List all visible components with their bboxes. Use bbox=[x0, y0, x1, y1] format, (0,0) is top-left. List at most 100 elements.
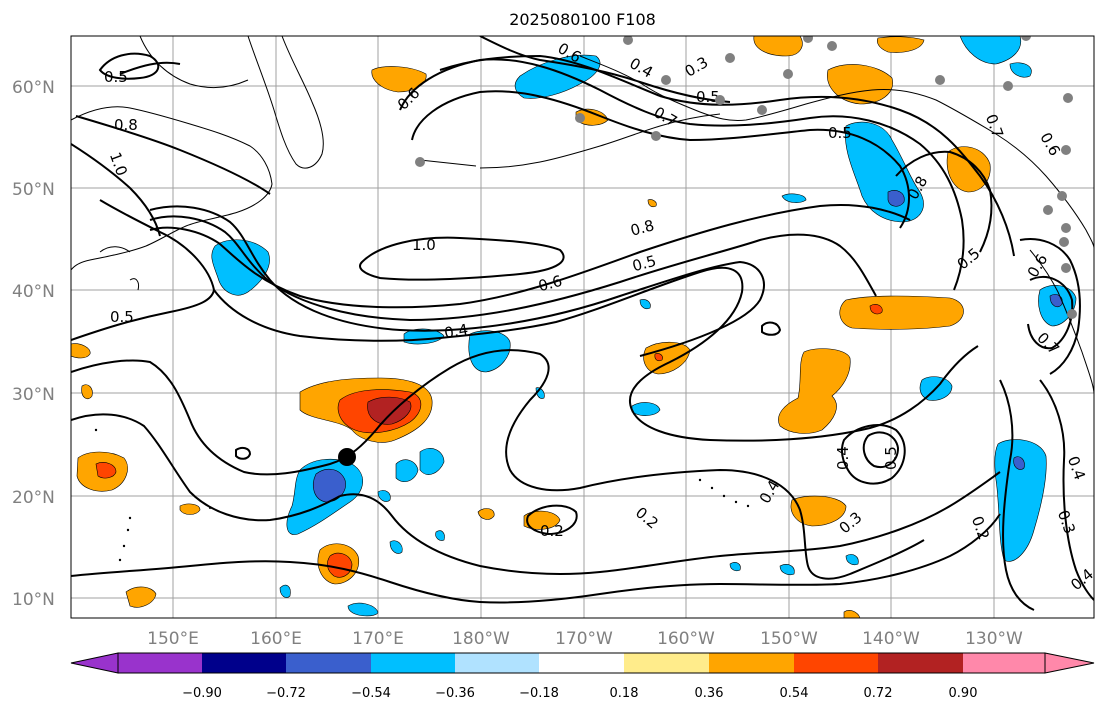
lat-label: 20°N bbox=[12, 488, 55, 508]
contour-lines bbox=[71, 36, 1094, 611]
colorbar-tick: 0.72 bbox=[864, 686, 893, 701]
station-marker bbox=[1003, 81, 1013, 91]
colorbar-segment bbox=[539, 653, 624, 673]
station-marker bbox=[415, 157, 425, 167]
colorbar-segment bbox=[118, 653, 202, 673]
contour-label: 0.5 bbox=[110, 308, 134, 326]
colorbar-tick: 0.90 bbox=[949, 686, 978, 701]
lon-label: 130°W bbox=[965, 629, 1023, 649]
contour-label: 0.5 bbox=[696, 88, 720, 106]
colorbar-segment bbox=[286, 653, 371, 673]
contour-0-6 bbox=[149, 205, 765, 357]
colorbar-segment bbox=[455, 653, 539, 673]
coastline-japan bbox=[99, 246, 139, 291]
station-marker bbox=[661, 75, 671, 85]
station-marker bbox=[725, 53, 735, 63]
station-marker bbox=[651, 131, 661, 141]
contour-0-2-small bbox=[526, 504, 578, 536]
lat-label: 50°N bbox=[12, 180, 55, 200]
contour-1-0-north bbox=[359, 236, 565, 281]
colorbar-tick: 0.54 bbox=[780, 686, 809, 701]
cool-anomaly-west bbox=[211, 239, 270, 296]
gridlines bbox=[71, 36, 1094, 618]
colorbar: −0.90 −0.72 −0.54 −0.36 −0.18 0.18 0.36 … bbox=[70, 652, 1095, 701]
contour-label: 0.5 bbox=[630, 252, 658, 276]
lon-label: 160°W bbox=[657, 629, 715, 649]
contour-0-7-north bbox=[411, 90, 910, 229]
contour-0-5 bbox=[71, 199, 979, 442]
station-marker bbox=[827, 41, 837, 51]
colorbar-segment bbox=[794, 653, 878, 673]
colorbar-tick: −0.18 bbox=[519, 686, 559, 701]
colorbar-tick: 0.18 bbox=[610, 686, 639, 701]
colorbar-segment bbox=[371, 653, 455, 673]
coastline-alaska bbox=[579, 55, 1094, 249]
station-marker bbox=[935, 75, 945, 85]
contour-0-8 bbox=[149, 203, 911, 309]
colorbar-tick: −0.54 bbox=[351, 686, 391, 701]
lat-label: 60°N bbox=[12, 78, 55, 98]
station-marker bbox=[715, 95, 725, 105]
contour-label: 0.4 bbox=[834, 446, 852, 470]
coastline-asia bbox=[71, 106, 273, 271]
contour-0-2-far-east bbox=[999, 379, 1035, 611]
contour-label: 0.4 bbox=[443, 320, 470, 342]
colorbar-segment bbox=[709, 653, 794, 673]
contour-0-3 bbox=[71, 413, 1001, 575]
contour-0-6-north bbox=[399, 58, 965, 291]
contour-label: 0.5 bbox=[104, 68, 128, 86]
station-marker bbox=[757, 105, 767, 115]
station-marker bbox=[575, 113, 585, 123]
station-marker bbox=[1043, 205, 1053, 215]
contour-0-2 bbox=[71, 513, 1001, 604]
warm-anomaly-east bbox=[778, 348, 851, 434]
colorbar-border bbox=[117, 652, 1046, 674]
contour-label: 1.0 bbox=[412, 236, 436, 254]
colorbar-segment bbox=[878, 653, 963, 673]
lat-label: 30°N bbox=[12, 385, 55, 405]
coastline-okhotsk bbox=[139, 36, 249, 88]
station-marker bbox=[1063, 93, 1073, 103]
station-marker bbox=[1061, 145, 1071, 155]
islands bbox=[94, 428, 750, 562]
station-marker bbox=[1061, 263, 1071, 273]
lon-label: 160°E bbox=[250, 629, 302, 649]
lon-label: 170°W bbox=[555, 629, 613, 649]
contour-0-7 bbox=[149, 215, 877, 322]
station-marker bbox=[1059, 237, 1069, 247]
contour-label: 0.5 bbox=[828, 124, 852, 142]
lon-label: 180°W bbox=[452, 629, 510, 649]
contour-label: 0.6 bbox=[536, 272, 564, 296]
lat-label: 40°N bbox=[12, 282, 55, 302]
station-marker bbox=[1061, 223, 1071, 233]
colorbar-extend-min bbox=[70, 652, 119, 674]
latitude-labels: 60°N 50°N 40°N 30°N 20°N 10°N bbox=[12, 78, 55, 610]
storm-center-marker bbox=[338, 448, 356, 466]
contour-0-6-far-east bbox=[1019, 238, 1081, 375]
contour-0-5-north bbox=[439, 54, 1015, 257]
lon-label: 150°E bbox=[147, 629, 199, 649]
contour-label: 0.8 bbox=[628, 216, 656, 240]
contour-0-5-northwest bbox=[98, 52, 160, 80]
colorbar-segments bbox=[70, 652, 1095, 674]
lon-label: 170°E bbox=[352, 629, 404, 649]
colorbar-segment bbox=[202, 653, 286, 673]
station-marker bbox=[783, 69, 793, 79]
warm-core-far-west bbox=[95, 462, 117, 479]
colorbar-ticks: −0.90 −0.72 −0.54 −0.36 −0.18 0.18 0.36 … bbox=[182, 686, 977, 701]
contour-0-4-east bbox=[840, 424, 906, 485]
colorbar-tick: 0.36 bbox=[695, 686, 724, 701]
colorbar-extend-max bbox=[1044, 652, 1095, 674]
colorbar-tick: −0.72 bbox=[266, 686, 306, 701]
station-markers bbox=[415, 36, 1077, 319]
contour-0-3-far-east bbox=[1039, 379, 1094, 601]
contour-label: 0.2 bbox=[540, 522, 564, 540]
contour-0-8-north bbox=[75, 61, 271, 195]
plot-border bbox=[70, 35, 1095, 619]
contour-0-4 bbox=[71, 349, 925, 580]
contour-small-ring bbox=[761, 321, 782, 336]
coastline-kamchatka bbox=[247, 36, 324, 169]
longitude-labels: 150°E 160°E 170°E 180°W 170°W 160°W 150°… bbox=[147, 629, 1023, 649]
colorbar-tick: −0.90 bbox=[182, 686, 222, 701]
contour-0-7-far-east bbox=[1027, 275, 1074, 350]
